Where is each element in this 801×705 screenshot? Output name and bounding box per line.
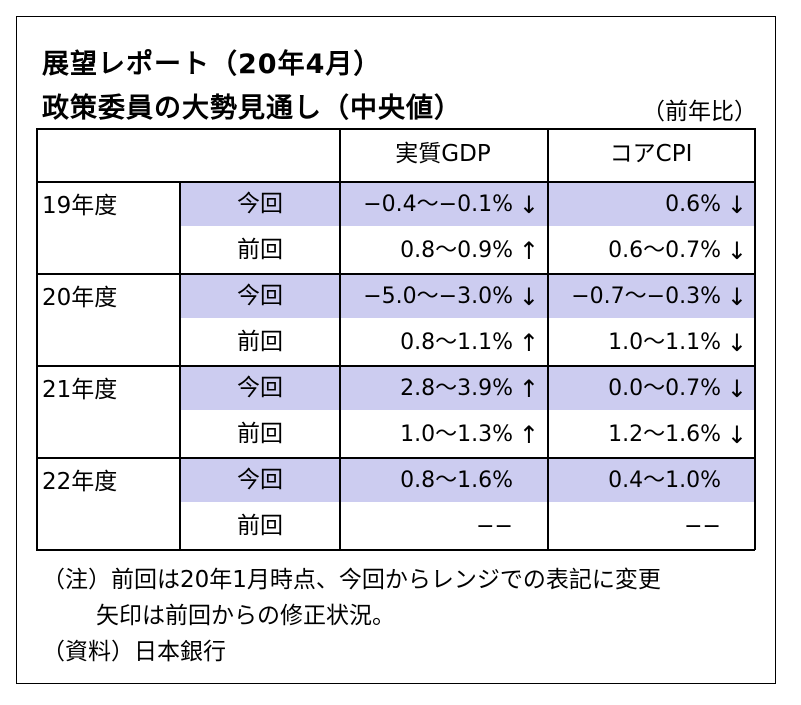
note-line-1: （注）前回は20年1月時点、今回からレンジでの表記に変更 (42, 567, 661, 593)
year-label: 21年度 (42, 377, 118, 403)
current-label: 今回 (181, 275, 339, 318)
revision-arrow-icon: ↑ (518, 236, 539, 265)
cpi-value: −− (684, 513, 721, 539)
year-label: 19年度 (42, 193, 118, 219)
revision-arrow-icon: ↑ (518, 420, 539, 449)
revision-arrow-icon: ↓ (726, 282, 747, 311)
report-title: 展望レポート（20年4月） (42, 49, 382, 80)
source-note: （資料）日本銀行 (42, 639, 226, 665)
gdp-previous-cell: 0.8〜1.1% ↑ (341, 321, 547, 364)
revision-arrow-icon: ↓ (726, 236, 747, 265)
current-label: 今回 (181, 367, 339, 410)
cpi-value: −0.7〜−0.3% (571, 283, 721, 309)
revision-arrow-icon: ↓ (726, 190, 747, 219)
gdp-current-cell: 2.8〜3.9% ↑ (341, 367, 547, 410)
unit-label: （前年比） (642, 99, 757, 125)
previous-label: 前回 (237, 513, 283, 539)
report-subtitle: 政策委員の大勢見通し（中央値） (42, 93, 462, 124)
header-cpi: コアCPI (609, 141, 693, 167)
forecast-table: 実質GDP コアCPI 19年度 今回 −0.4〜−0.1% ↓ 0.6% ↓ 前回 0.8〜… (36, 128, 756, 551)
gdp-previous-cell: 1.0〜1.3% ↑ (341, 413, 547, 456)
current-label: 今回 (181, 459, 339, 502)
revision-arrow-icon: ↓ (518, 190, 539, 219)
gdp-value: −0.4〜−0.1% (363, 191, 513, 217)
cpi-current-cell: −0.7〜−0.3% ↓ (549, 275, 755, 318)
previous-label: 前回 (237, 329, 283, 355)
cpi-value: 1.2〜1.6% (608, 421, 721, 447)
gdp-current-cell: 0.8〜1.6% (341, 459, 547, 502)
gdp-value: 2.8〜3.9% (400, 375, 513, 401)
gdp-current-cell: −0.4〜−0.1% ↓ (341, 183, 547, 226)
gdp-previous-cell: −− (341, 505, 547, 548)
report-frame (16, 16, 776, 684)
cpi-previous-cell: 1.2〜1.6% ↓ (549, 413, 755, 456)
cpi-current-cell: 0.6% ↓ (549, 183, 755, 226)
gdp-value: 0.8〜1.1% (400, 329, 513, 355)
cpi-previous-cell: 0.6〜0.7% ↓ (549, 229, 755, 272)
gdp-value: 0.8〜1.6% (400, 467, 513, 493)
previous-label: 前回 (237, 237, 283, 263)
revision-arrow-icon: ↓ (518, 282, 539, 311)
cpi-value: 1.0〜1.1% (608, 329, 721, 355)
header-gdp: 実質GDP (395, 141, 491, 167)
previous-label: 前回 (237, 421, 283, 447)
gdp-value: 1.0〜1.3% (400, 421, 513, 447)
cpi-value: 0.6% (665, 191, 721, 217)
gdp-value: −5.0〜−3.0% (363, 283, 513, 309)
year-label: 22年度 (42, 469, 118, 495)
cpi-value: 0.4〜1.0% (608, 467, 721, 493)
revision-arrow-icon: ↑ (518, 374, 539, 403)
gdp-current-cell: −5.0〜−3.0% ↓ (341, 275, 547, 318)
cpi-current-cell: 0.0〜0.7% ↓ (549, 367, 755, 410)
cpi-previous-cell: 1.0〜1.1% ↓ (549, 321, 755, 364)
cpi-previous-cell: −− (549, 505, 755, 548)
current-label: 今回 (181, 183, 339, 226)
revision-arrow-icon: ↓ (726, 420, 747, 449)
revision-arrow-icon: ↑ (518, 328, 539, 357)
revision-arrow-icon: ↓ (726, 328, 747, 357)
cpi-current-cell: 0.4〜1.0% (549, 459, 755, 502)
year-label: 20年度 (42, 285, 118, 311)
cpi-value: 0.0〜0.7% (608, 375, 721, 401)
revision-arrow-icon: ↓ (726, 374, 747, 403)
gdp-value: 0.8〜0.9% (400, 237, 513, 263)
gdp-value: −− (476, 513, 513, 539)
note-line-2: 矢印は前回からの修正状況。 (96, 603, 395, 629)
cpi-value: 0.6〜0.7% (608, 237, 721, 263)
gdp-previous-cell: 0.8〜0.9% ↑ (341, 229, 547, 272)
